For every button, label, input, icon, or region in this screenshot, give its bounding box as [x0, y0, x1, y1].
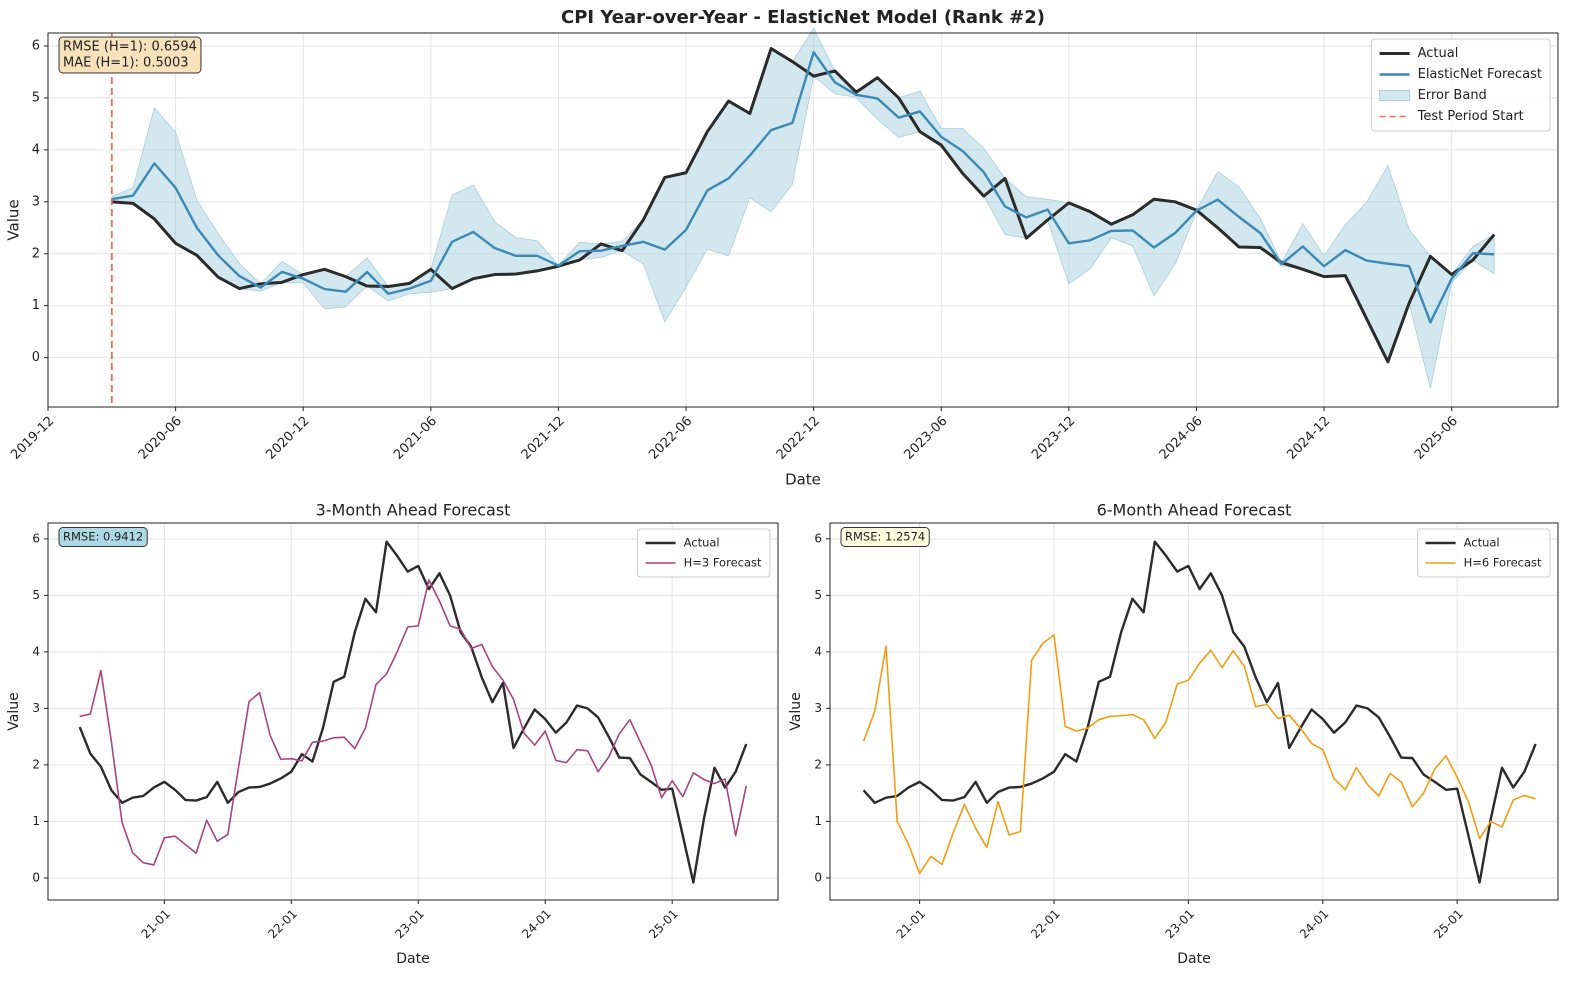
x-tick-label: 2025-06 [1412, 414, 1461, 463]
y-tick-label: 4 [814, 644, 822, 658]
panel: 0 1 2 3 4 5 6 21-01 22-01 23-01 24-01 25-01 6-Month … [788, 501, 1559, 967]
x-tick-label: 24-01 [1297, 907, 1332, 942]
panel: 0 1 2 3 4 5 6 21-01 22-01 23-01 24-01 25-01 3-Month … [6, 501, 779, 967]
annotation: RMSE: 1.2574 [840, 527, 930, 547]
legend-swatch [1379, 90, 1411, 101]
y-tick-label: 4 [32, 142, 40, 157]
x-axis-label: Date [785, 471, 821, 489]
annotation-box [58, 36, 202, 74]
annotation-text: RMSE: 1.2574 [845, 530, 925, 544]
chart-title: CPI Year-over-Year - ElasticNet Model (R… [561, 7, 1045, 28]
y-tick-label: 6 [32, 38, 40, 53]
legend-box [1417, 528, 1551, 578]
y-tick-label: 3 [32, 194, 40, 209]
y-axis-label: Value [6, 692, 22, 730]
series-line [111, 47, 1496, 364]
x-tick-label: 21-01 [894, 907, 929, 942]
y-tick-label: 5 [814, 588, 822, 602]
legend-label: Test Period Start [1417, 109, 1524, 124]
legend-box [1371, 38, 1551, 132]
legend-label: H=6 Forecast [1464, 556, 1542, 570]
chart-title: 3-Month Ahead Forecast [316, 501, 511, 520]
x-tick-label: 2019-12 [8, 414, 57, 463]
y-tick-label: 2 [814, 757, 822, 771]
y-tick-label: 6 [32, 531, 40, 545]
x-tick-label: 2021-06 [391, 414, 440, 463]
annotation-text: RMSE (H=1): 0.6594 [63, 40, 197, 55]
series-line [79, 579, 748, 866]
y-tick-label: 1 [32, 298, 40, 313]
x-tick-label: 2022-06 [646, 414, 695, 463]
x-tick-label: 2023-06 [902, 414, 951, 463]
y-tick-label: 5 [32, 90, 40, 105]
y-tick-label: 2 [32, 246, 40, 261]
panel: 0 1 2 3 4 5 6 2019-12 2020-06 2020-12 2021-06 2021-… [5, 7, 1559, 489]
legend: Actual H=3 Forecast [637, 528, 771, 578]
x-tick-label: 2020-06 [136, 414, 185, 463]
x-tick-label: 22-01 [1028, 907, 1063, 942]
x-tick-label: 25-01 [646, 907, 681, 942]
plot-frame [829, 522, 1559, 901]
x-tick-label: 23-01 [1162, 907, 1197, 942]
legend-label: Actual [1418, 46, 1459, 61]
legend-label: Error Band [1418, 88, 1487, 103]
y-tick-label: 0 [32, 870, 40, 884]
error-band [111, 27, 1495, 389]
y-axis-label: Value [5, 199, 23, 240]
annotation-box [840, 527, 930, 547]
x-tick-label: 23-01 [392, 907, 427, 942]
legend: Actual H=6 Forecast [1417, 528, 1551, 578]
y-tick-label: 1 [814, 814, 822, 828]
legend-label: H=3 Forecast [684, 556, 762, 570]
x-axis-label: Date [1177, 951, 1210, 967]
x-tick-label: 25-01 [1431, 907, 1466, 942]
y-tick-label: 1 [32, 814, 40, 828]
legend: Actual ElasticNet Forecast Error Band Test … [1371, 38, 1551, 132]
annotation-text: MAE (H=1): 0.5003 [63, 56, 189, 71]
y-tick-label: 3 [814, 701, 822, 715]
y-axis-label: Value [788, 692, 804, 730]
legend-label: Actual [684, 536, 720, 550]
plot-frame [47, 32, 1559, 408]
annotation: RMSE: 0.9412 [58, 527, 148, 547]
chart-title: 6-Month Ahead Forecast [1097, 501, 1292, 520]
y-tick-label: 0 [814, 870, 822, 884]
series-line [78, 540, 748, 884]
x-tick-label: 22-01 [265, 907, 300, 942]
series-line [862, 634, 1536, 875]
x-tick-label: 24-01 [519, 907, 554, 942]
y-tick-label: 0 [32, 350, 40, 365]
plot-frame [47, 522, 779, 901]
x-axis-label: Date [396, 951, 429, 967]
legend-box [637, 528, 771, 578]
x-tick-label: 2021-12 [519, 414, 568, 463]
y-tick-label: 6 [814, 531, 822, 545]
y-tick-label: 2 [32, 757, 40, 771]
x-tick-label: 21-01 [138, 907, 173, 942]
legend-label: ElasticNet Forecast [1418, 67, 1542, 82]
x-tick-label: 2020-12 [263, 414, 312, 463]
series-line [111, 51, 1495, 324]
legend-label: Actual [1464, 536, 1500, 550]
x-tick-label: 2024-12 [1284, 414, 1333, 463]
x-tick-label: 2024-06 [1157, 414, 1206, 463]
y-tick-label: 5 [32, 588, 40, 602]
series-line [862, 540, 1537, 884]
annotation-text: RMSE: 0.9412 [63, 530, 143, 544]
x-tick-label: 2022-12 [774, 414, 823, 463]
x-tick-label: 2023-12 [1029, 414, 1078, 463]
annotation-box [58, 527, 148, 547]
y-tick-label: 3 [32, 701, 40, 715]
y-tick-label: 4 [32, 644, 40, 658]
